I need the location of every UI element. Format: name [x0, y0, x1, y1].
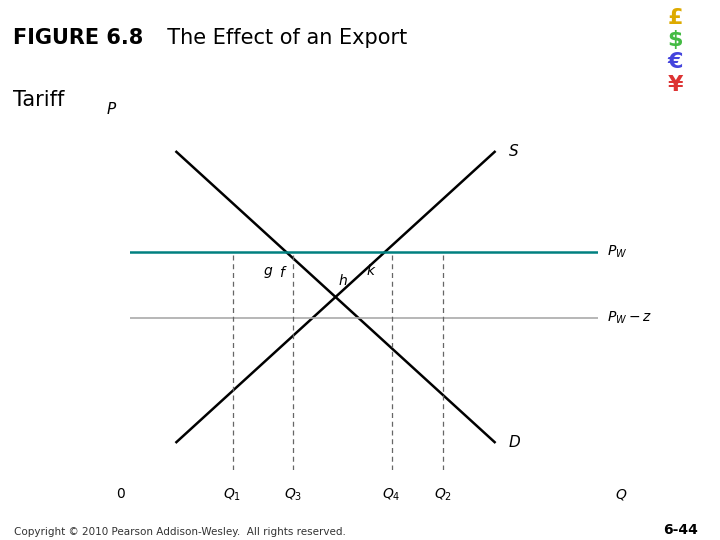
Text: $Q_1$: $Q_1$	[223, 487, 242, 503]
Text: Copyright © 2010 Pearson Addison-Wesley.  All rights reserved.: Copyright © 2010 Pearson Addison-Wesley.…	[14, 527, 346, 537]
Text: FIGURE 6.8: FIGURE 6.8	[13, 28, 143, 48]
Text: £: £	[667, 8, 683, 28]
Text: The Effect of an Export: The Effect of an Export	[154, 28, 408, 48]
Text: $Q_4$: $Q_4$	[382, 487, 401, 503]
Text: $Q_3$: $Q_3$	[284, 487, 302, 503]
Text: Tariff: Tariff	[13, 90, 64, 110]
Text: f: f	[279, 266, 284, 280]
Text: P: P	[107, 102, 115, 117]
Text: Q: Q	[616, 487, 626, 501]
Text: ¥: ¥	[667, 75, 683, 95]
Text: $Q_2$: $Q_2$	[434, 487, 452, 503]
Text: g: g	[264, 264, 272, 278]
Text: 0: 0	[116, 487, 125, 501]
Text: k: k	[366, 264, 374, 278]
Text: $P_W$: $P_W$	[607, 244, 627, 260]
Text: €: €	[667, 52, 683, 72]
Text: $P_W-z$: $P_W-z$	[607, 309, 652, 326]
Text: h: h	[338, 274, 347, 288]
Text: S: S	[509, 144, 518, 159]
Text: $: $	[667, 30, 683, 50]
Text: 6-44: 6-44	[664, 523, 698, 537]
Text: D: D	[509, 435, 521, 450]
